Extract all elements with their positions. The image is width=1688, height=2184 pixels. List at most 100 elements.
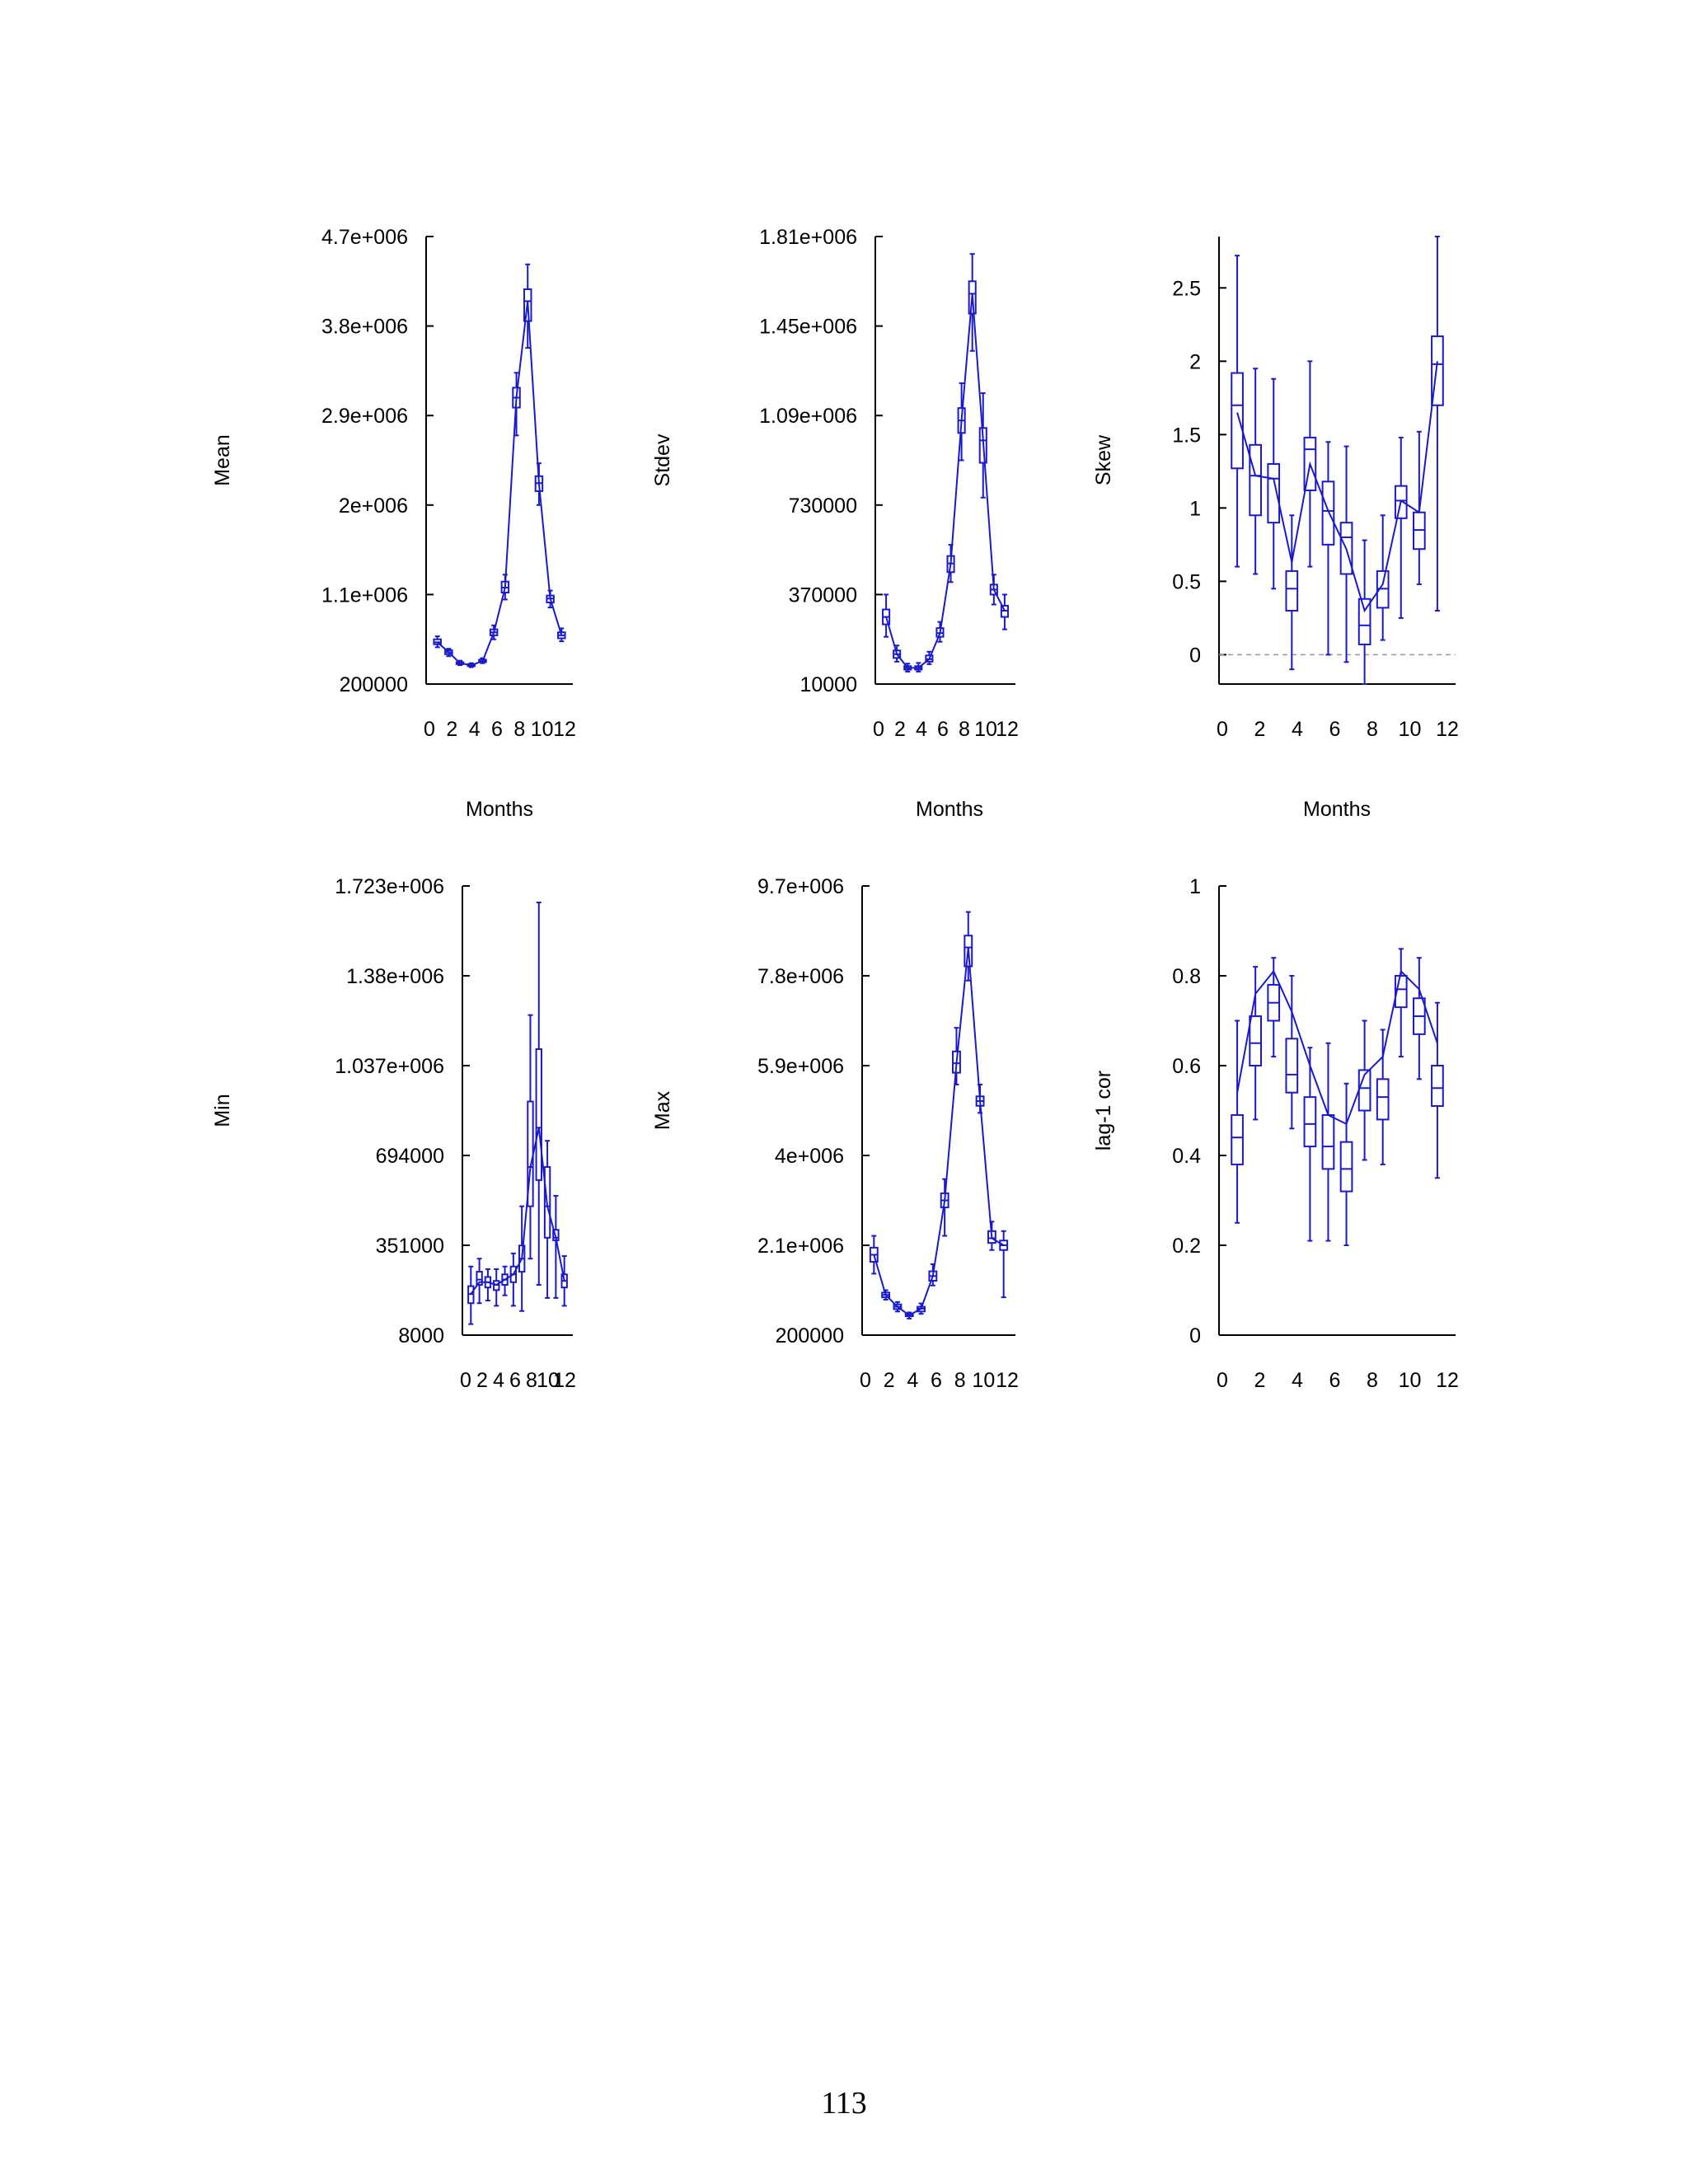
- box-month-10: [543, 1140, 551, 1299]
- box-month-1: [1231, 1019, 1244, 1224]
- box-month-2: [893, 644, 902, 663]
- box-iqr: [1231, 372, 1244, 470]
- x-tick-label: 8: [1367, 1369, 1378, 1392]
- x-tick-label: 8: [1367, 718, 1378, 741]
- y-tick-label: 0.5: [1172, 570, 1201, 593]
- x-tick-label: 4: [916, 718, 927, 741]
- x-tick-label: 4: [907, 1369, 918, 1392]
- box-month-7: [1339, 1082, 1353, 1246]
- x-tick-label: 6: [1329, 718, 1341, 741]
- box-month-1: [869, 1235, 879, 1275]
- box-month-5: [925, 650, 934, 665]
- x-tick-label: 4: [493, 1369, 504, 1392]
- box-month-4: [493, 1268, 500, 1307]
- box-month-9: [523, 263, 532, 349]
- y-tick-label: 5.9e+006: [757, 1055, 844, 1078]
- box-month-5: [1303, 360, 1317, 568]
- y-tick-label: 351000: [376, 1235, 444, 1258]
- observed-line: [437, 301, 563, 667]
- box-month-2: [1249, 368, 1262, 575]
- box-iqr: [1249, 443, 1262, 517]
- box-iqr: [543, 1165, 551, 1239]
- box-iqr: [1339, 1141, 1353, 1193]
- box-month-8: [527, 1014, 534, 1260]
- box-month-3: [484, 1268, 492, 1302]
- x-tick-label: 4: [1292, 718, 1303, 741]
- box-month-7: [1339, 445, 1353, 663]
- box-month-12: [1431, 1001, 1444, 1179]
- x-tick-label: 6: [931, 1369, 942, 1392]
- box-iqr: [1431, 1065, 1444, 1108]
- box-iqr: [1321, 480, 1335, 546]
- x-tick-label: 6: [509, 1369, 521, 1392]
- box-iqr: [1303, 1096, 1317, 1148]
- y-tick-label: 4.7e+006: [321, 226, 408, 249]
- y-tick-label: 8000: [398, 1324, 444, 1347]
- box-month-3: [1267, 377, 1281, 590]
- x-tick-label: 0: [1217, 1369, 1228, 1392]
- observed-line: [1236, 969, 1438, 1126]
- x-tick-label: 8: [954, 1369, 966, 1392]
- box-month-10: [1394, 948, 1408, 1058]
- y-tick-label: 1: [1189, 875, 1201, 898]
- chart-panel-3: 0 0.5 1 1.5 2 2.5 0 2 4 6 8 10 12 Skew Months: [1092, 236, 1459, 821]
- box-month-5: [1303, 1047, 1317, 1242]
- x-tick-label: 12: [1436, 718, 1459, 741]
- chart-panel-4: 8000 351000 694000 1.037e+006 1.38e+006 1.723…: [211, 875, 576, 1392]
- box-month-11: [1413, 957, 1426, 1080]
- box-month-2: [476, 1258, 483, 1305]
- chart-panel-5: 200000 2.1e+006 4e+006 5.9e+006 7.8e+006 9.7e…: [651, 875, 1019, 1392]
- y-tick-label: 1.5: [1172, 424, 1201, 447]
- observed-line: [873, 947, 1005, 1317]
- x-tick-label: 0: [424, 718, 435, 741]
- y-tick-label: 1.037e+006: [335, 1055, 444, 1078]
- x-tick-label: 10: [974, 718, 997, 741]
- box-month-1: [882, 593, 891, 638]
- y-axis-label: Min: [211, 1094, 234, 1127]
- x-tick-label: 2: [446, 718, 457, 741]
- y-tick-label: 2.9e+006: [321, 405, 408, 428]
- box-month-1: [433, 635, 442, 649]
- x-tick-label: 8: [526, 1369, 537, 1392]
- y-axis-label: Skew: [1092, 434, 1115, 485]
- x-tick-label: 0: [460, 1369, 471, 1392]
- y-tick-label: 1.38e+006: [346, 965, 444, 988]
- y-tick-label: 0: [1189, 644, 1201, 667]
- box-month-1: [467, 1265, 475, 1325]
- box-iqr: [1267, 462, 1281, 524]
- y-axis-label: Mean: [211, 434, 234, 486]
- box-month-5: [501, 1265, 509, 1296]
- box-iqr: [523, 288, 532, 322]
- y-tick-label: 0: [1189, 1324, 1201, 1347]
- box-iqr: [978, 427, 987, 464]
- box-iqr: [964, 935, 973, 968]
- x-tick-label: 0: [860, 1369, 871, 1392]
- box-iqr: [1376, 1078, 1390, 1121]
- box-iqr: [1231, 1113, 1244, 1165]
- box-iqr: [476, 1271, 483, 1286]
- box-month-9: [1376, 514, 1390, 641]
- box-month-9: [1376, 1029, 1390, 1165]
- page-number: 113: [821, 2086, 867, 2121]
- x-tick-label: 10: [1399, 1369, 1422, 1392]
- box-month-7: [940, 1178, 950, 1237]
- y-tick-label: 10000: [799, 673, 857, 696]
- y-tick-label: 1.09e+006: [759, 405, 857, 428]
- box-month-12: [560, 1255, 568, 1307]
- y-tick-label: 0.2: [1172, 1235, 1201, 1258]
- x-tick-label: 12: [1436, 1369, 1459, 1392]
- box-iqr: [1394, 485, 1408, 519]
- y-tick-label: 2.1e+006: [757, 1235, 844, 1258]
- box-month-9: [964, 911, 973, 982]
- box-month-12: [1431, 236, 1444, 612]
- box-iqr: [1321, 1113, 1335, 1170]
- box-iqr: [1285, 1038, 1299, 1094]
- x-tick-label: 0: [873, 718, 884, 741]
- y-tick-label: 1.723e+006: [335, 875, 444, 898]
- observed-line: [470, 1127, 565, 1295]
- box-month-4: [1285, 975, 1299, 1130]
- box-month-3: [893, 1301, 903, 1313]
- observed-line: [1236, 361, 1438, 613]
